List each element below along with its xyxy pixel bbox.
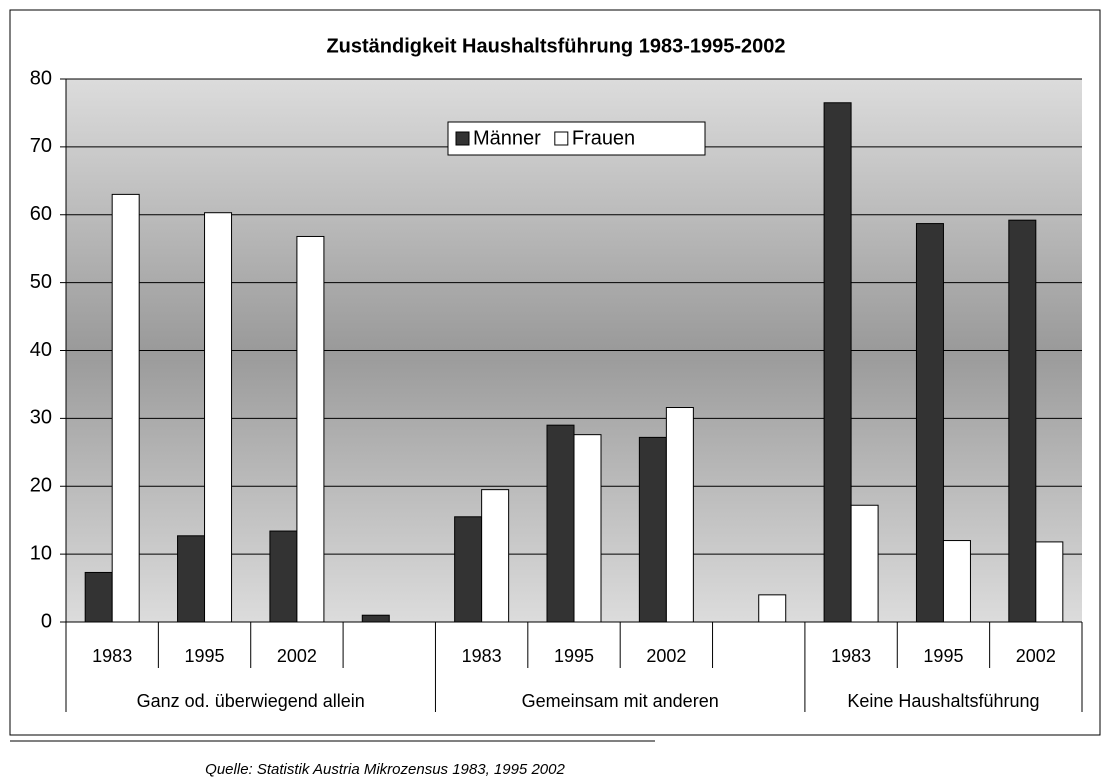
- y-tick-label: 50: [30, 271, 52, 293]
- group-label: Ganz od. überwiegend allein: [137, 691, 365, 711]
- legend-label: Frauen: [572, 127, 635, 149]
- bar: [665, 407, 694, 623]
- x-tick-label: 1995: [554, 646, 594, 666]
- legend-swatch: [554, 131, 569, 146]
- bar: [204, 212, 233, 623]
- x-tick-label: 1995: [923, 646, 963, 666]
- bar: [111, 193, 140, 623]
- bar: [1035, 541, 1064, 623]
- x-tick-label: 2002: [646, 646, 686, 666]
- x-tick-label: 1983: [92, 646, 132, 666]
- bar: [915, 223, 944, 623]
- x-tick-label: 2002: [277, 646, 317, 666]
- group-label: Gemeinsam mit anderen: [522, 691, 719, 711]
- x-tick-label: 1983: [831, 646, 871, 666]
- bar: [823, 102, 852, 623]
- bar: [481, 489, 510, 623]
- bar: [638, 436, 667, 623]
- bar: [942, 540, 971, 623]
- y-tick-label: 70: [30, 135, 52, 157]
- chart-title: Zuständigkeit Haushaltsführung 1983-1995…: [326, 35, 785, 57]
- bar: [1008, 219, 1037, 623]
- legend-label: Männer: [473, 127, 541, 149]
- x-tick-label: 1983: [462, 646, 502, 666]
- bar: [84, 571, 113, 623]
- bar: [546, 424, 575, 623]
- x-tick-label: 2002: [1016, 646, 1056, 666]
- y-tick-label: 30: [30, 407, 52, 429]
- y-tick-label: 20: [30, 475, 52, 497]
- bar: [573, 434, 602, 623]
- bar: [454, 516, 483, 623]
- bar: [269, 530, 298, 623]
- y-tick-label: 0: [41, 610, 52, 632]
- group-label: Keine Haushaltsführung: [847, 691, 1039, 711]
- x-tick-label: 1995: [185, 646, 225, 666]
- bar: [850, 504, 879, 623]
- bar: [177, 535, 206, 623]
- y-tick-label: 40: [30, 339, 52, 361]
- bar: [758, 594, 787, 623]
- bar: [296, 235, 325, 623]
- legend-swatch: [455, 131, 470, 146]
- y-tick-label: 60: [30, 203, 52, 225]
- source-note: Quelle: Statistik Austria Mikrozensus 19…: [205, 761, 565, 778]
- bar: [361, 614, 390, 623]
- y-tick-label: 10: [30, 542, 52, 564]
- legend-box: [447, 121, 706, 156]
- y-tick-label: 80: [30, 67, 52, 89]
